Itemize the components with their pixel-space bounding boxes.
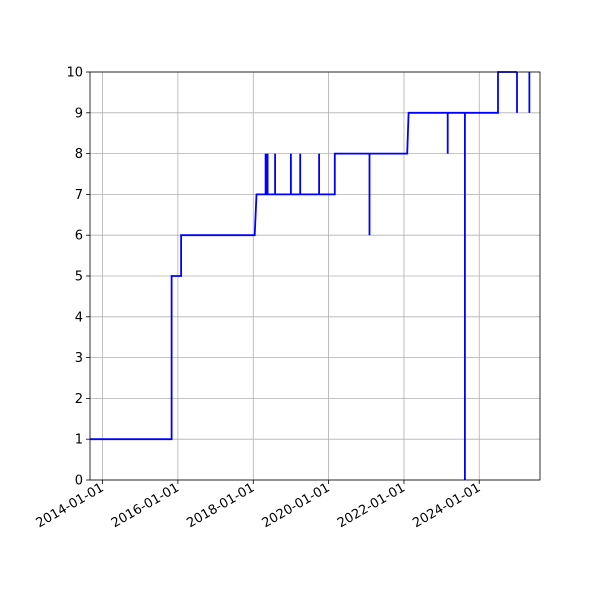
series-line — [90, 71, 517, 480]
y-tick-label: 6 — [75, 229, 83, 244]
y-tick-label: 7 — [75, 188, 83, 203]
y-tick-label: 10 — [66, 66, 83, 81]
y-tick-label: 3 — [75, 351, 83, 366]
y-axis: 0 1 2 3 4 5 6 7 8 9 10 — [66, 66, 90, 489]
y-tick-label: 0 — [75, 474, 83, 489]
y-tick-label: 4 — [75, 310, 83, 325]
y-tick-label: 8 — [75, 147, 83, 162]
y-tick-label: 2 — [75, 392, 83, 407]
y-tick-label: 9 — [75, 106, 83, 121]
plot-area — [90, 71, 531, 480]
y-tick-label: 5 — [75, 270, 83, 285]
y-tick-label: 1 — [75, 433, 83, 448]
